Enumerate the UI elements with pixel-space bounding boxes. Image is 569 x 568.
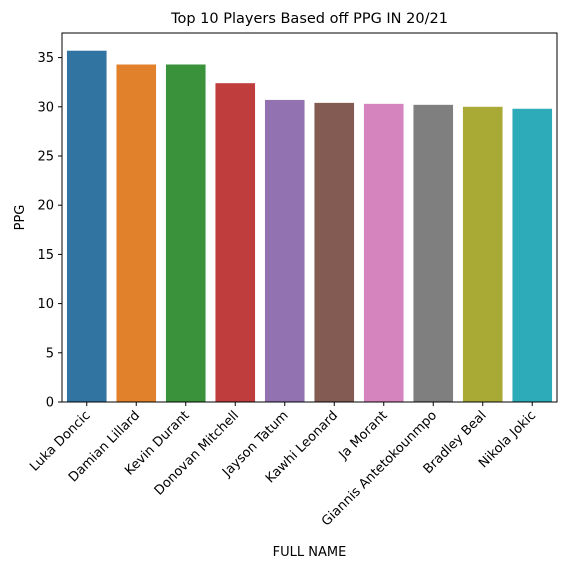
x-axis-label: FULL NAME <box>273 545 347 560</box>
bar <box>116 64 157 403</box>
bars-group <box>66 50 553 403</box>
y-tick-label: 30 <box>37 100 54 115</box>
bar <box>314 102 355 403</box>
chart-title: Top 10 Players Based off PPG IN 20/21 <box>170 11 448 27</box>
y-tick-label: 0 <box>46 396 54 411</box>
bar <box>413 104 454 402</box>
y-tick-label: 15 <box>37 248 54 263</box>
bar <box>165 64 206 403</box>
bar <box>363 103 404 402</box>
x-tick-label: Donovan Mitchell <box>152 408 242 498</box>
y-axis-label: PPG <box>13 205 28 231</box>
bar <box>215 83 256 403</box>
y-axis: 0 5 10 15 20 25 30 35 <box>37 51 62 411</box>
plot-frame <box>61 32 558 403</box>
y-tick-label: 25 <box>37 150 54 165</box>
y-tick-label: 20 <box>37 199 54 214</box>
y-tick-label: 5 <box>46 346 54 361</box>
y-tick-label: 10 <box>37 297 54 312</box>
bar <box>462 106 503 403</box>
bar <box>264 99 305 402</box>
bar <box>512 108 553 403</box>
bar <box>66 50 107 403</box>
y-tick-label: 35 <box>37 51 54 66</box>
